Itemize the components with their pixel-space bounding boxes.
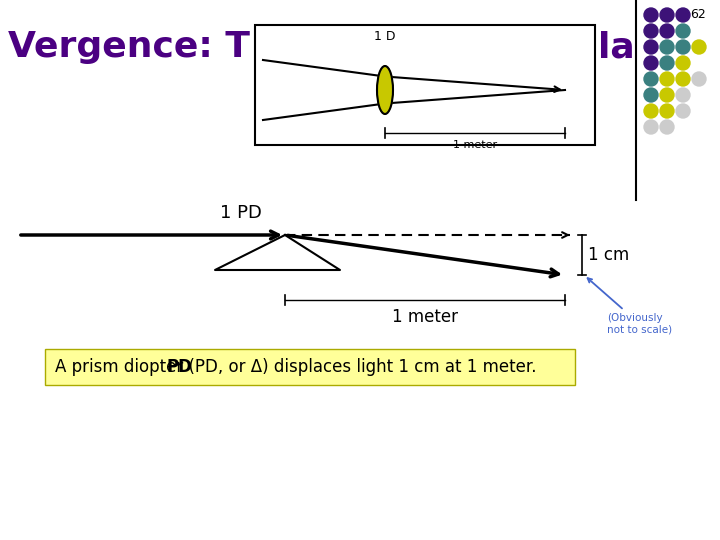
- Circle shape: [660, 40, 674, 54]
- Text: A prism diopter (PD, or Δ) displaces light 1 cm at 1 meter.: A prism diopter (PD, or Δ) displaces lig…: [55, 358, 536, 376]
- Text: PD: PD: [166, 358, 192, 376]
- Ellipse shape: [377, 66, 393, 114]
- Circle shape: [660, 72, 674, 86]
- Circle shape: [676, 72, 690, 86]
- Circle shape: [660, 8, 674, 22]
- Circle shape: [644, 56, 658, 70]
- Circle shape: [644, 88, 658, 102]
- Circle shape: [676, 56, 690, 70]
- Circle shape: [660, 88, 674, 102]
- Circle shape: [644, 120, 658, 134]
- Circle shape: [644, 40, 658, 54]
- Circle shape: [660, 24, 674, 38]
- Circle shape: [644, 24, 658, 38]
- Text: la: la: [598, 30, 635, 64]
- Text: 62: 62: [690, 8, 706, 21]
- Circle shape: [644, 8, 658, 22]
- Circle shape: [660, 120, 674, 134]
- Circle shape: [676, 104, 690, 118]
- Circle shape: [644, 72, 658, 86]
- Bar: [255, 25, 595, 145]
- Circle shape: [676, 40, 690, 54]
- Bar: [45, 349, 575, 385]
- Circle shape: [660, 56, 674, 70]
- Text: Vergence: T: Vergence: T: [8, 30, 250, 64]
- Circle shape: [692, 72, 706, 86]
- Circle shape: [660, 104, 674, 118]
- Text: 1 meter: 1 meter: [453, 140, 497, 150]
- Circle shape: [676, 8, 690, 22]
- Text: 1 meter: 1 meter: [392, 308, 458, 326]
- Circle shape: [692, 40, 706, 54]
- Text: (Obviously
not to scale): (Obviously not to scale): [588, 278, 672, 335]
- Text: 1 D: 1 D: [374, 30, 396, 43]
- Circle shape: [676, 24, 690, 38]
- Circle shape: [644, 104, 658, 118]
- Text: 1 PD: 1 PD: [220, 204, 262, 222]
- Text: 1 cm: 1 cm: [588, 246, 629, 264]
- Circle shape: [676, 88, 690, 102]
